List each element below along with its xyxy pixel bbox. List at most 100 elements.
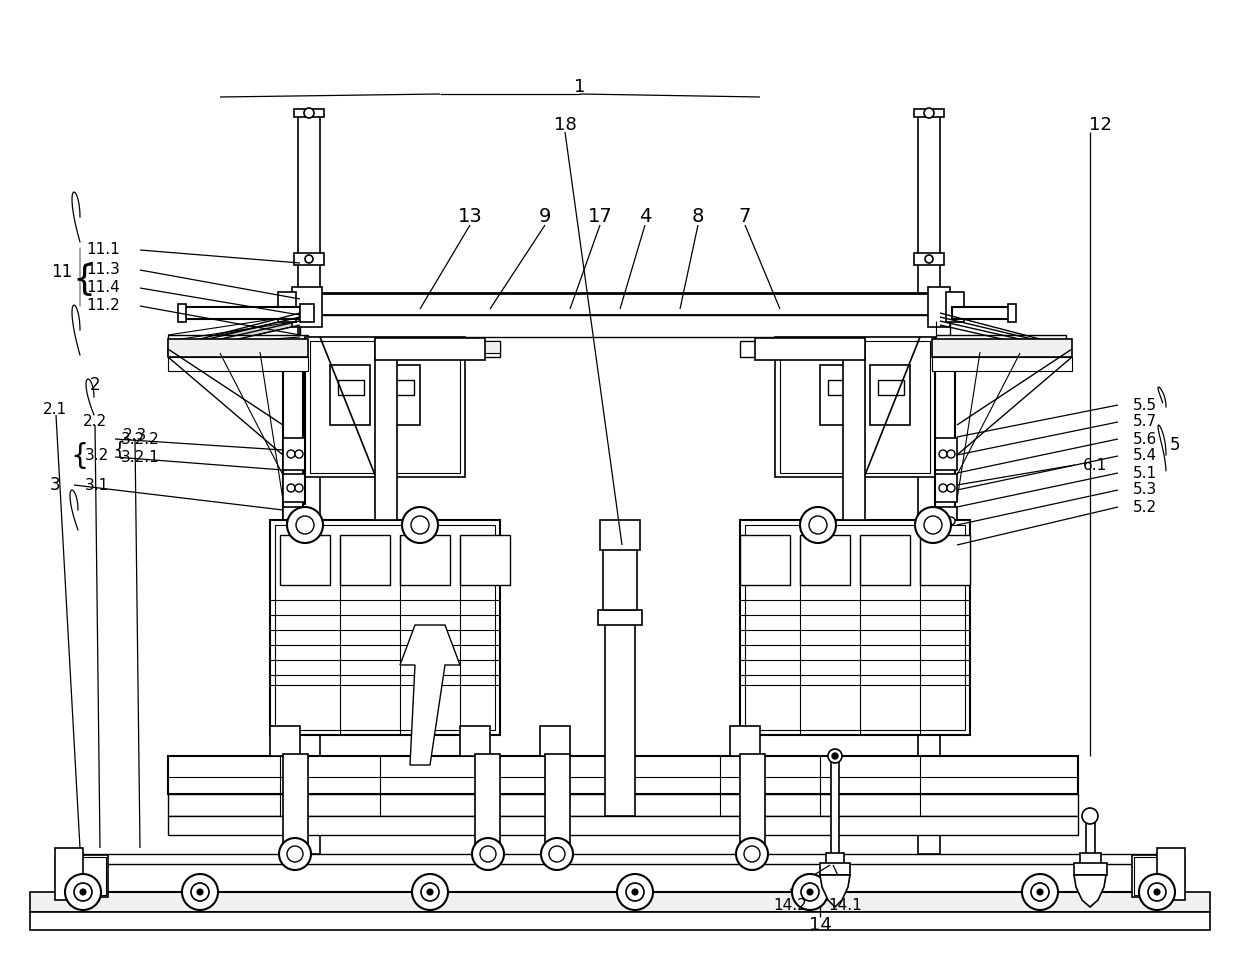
Bar xyxy=(928,287,950,327)
Circle shape xyxy=(828,749,842,763)
Circle shape xyxy=(1022,874,1058,910)
Bar xyxy=(740,754,765,854)
Circle shape xyxy=(915,507,951,543)
Bar xyxy=(270,520,500,735)
Bar xyxy=(935,349,955,535)
Circle shape xyxy=(947,450,955,458)
Circle shape xyxy=(286,507,322,543)
Circle shape xyxy=(924,516,942,534)
Bar xyxy=(300,321,500,337)
Circle shape xyxy=(808,516,827,534)
Bar xyxy=(300,304,314,322)
Bar xyxy=(1074,863,1107,875)
Circle shape xyxy=(410,516,429,534)
Bar xyxy=(294,253,324,265)
Text: 5.2: 5.2 xyxy=(1133,500,1157,514)
Circle shape xyxy=(626,883,644,901)
Circle shape xyxy=(632,889,639,895)
Bar xyxy=(1132,855,1182,897)
Bar xyxy=(598,610,642,625)
Text: 11.3: 11.3 xyxy=(86,262,120,278)
Text: }: } xyxy=(66,439,83,467)
Bar xyxy=(946,292,963,322)
Circle shape xyxy=(81,889,86,895)
Bar xyxy=(843,340,866,520)
Bar xyxy=(179,304,186,322)
Bar xyxy=(820,863,849,875)
Bar xyxy=(861,535,910,585)
Bar xyxy=(932,357,1073,371)
Bar xyxy=(539,726,570,756)
Circle shape xyxy=(182,874,218,910)
Bar xyxy=(831,754,839,854)
Circle shape xyxy=(279,838,311,870)
Circle shape xyxy=(924,108,934,118)
Circle shape xyxy=(744,846,760,862)
Text: 5.6: 5.6 xyxy=(1133,431,1157,447)
Bar xyxy=(340,535,391,585)
Bar xyxy=(60,857,105,895)
Text: 14: 14 xyxy=(808,916,832,934)
Bar xyxy=(755,338,866,360)
Circle shape xyxy=(286,484,295,492)
Text: 13: 13 xyxy=(458,207,482,227)
Text: 5.7: 5.7 xyxy=(1133,415,1157,429)
Circle shape xyxy=(305,255,312,263)
Text: 7: 7 xyxy=(739,207,751,227)
Bar xyxy=(167,756,1078,794)
Bar xyxy=(936,335,1066,347)
Circle shape xyxy=(286,450,295,458)
Bar xyxy=(167,357,308,371)
Bar xyxy=(180,307,300,319)
Bar xyxy=(283,507,305,535)
Circle shape xyxy=(286,846,303,862)
Bar xyxy=(460,535,510,585)
Circle shape xyxy=(304,108,314,118)
Circle shape xyxy=(939,484,947,492)
Circle shape xyxy=(422,883,439,901)
Bar xyxy=(283,438,305,470)
Text: 5.5: 5.5 xyxy=(1133,398,1157,412)
Bar xyxy=(740,321,940,337)
Bar xyxy=(374,338,485,360)
Circle shape xyxy=(64,874,100,910)
Bar xyxy=(167,335,308,347)
Circle shape xyxy=(800,507,836,543)
Circle shape xyxy=(939,517,947,525)
Circle shape xyxy=(549,846,565,862)
Circle shape xyxy=(295,450,303,458)
Text: 5: 5 xyxy=(1169,436,1180,454)
Bar xyxy=(878,380,904,395)
Bar xyxy=(1008,304,1016,322)
Polygon shape xyxy=(1074,875,1106,907)
Circle shape xyxy=(947,517,955,525)
Bar xyxy=(339,380,365,395)
Circle shape xyxy=(402,507,438,543)
Bar xyxy=(69,864,1171,892)
Bar xyxy=(379,365,420,425)
Text: 6.1: 6.1 xyxy=(1083,457,1107,473)
Text: 11.4: 11.4 xyxy=(86,281,120,295)
Bar xyxy=(310,341,460,473)
Bar xyxy=(828,380,854,395)
Circle shape xyxy=(1037,889,1043,895)
Circle shape xyxy=(286,517,295,525)
Text: 3.2: 3.2 xyxy=(84,448,109,462)
Text: 14.2: 14.2 xyxy=(773,897,807,913)
Bar xyxy=(800,535,849,585)
Circle shape xyxy=(295,484,303,492)
Bar xyxy=(600,520,640,550)
Bar xyxy=(1135,857,1180,895)
Circle shape xyxy=(801,883,818,901)
Bar xyxy=(603,545,637,610)
Bar xyxy=(935,507,957,535)
Bar xyxy=(30,892,1210,912)
Polygon shape xyxy=(167,317,300,355)
Circle shape xyxy=(427,889,433,895)
Bar xyxy=(388,380,414,395)
Bar xyxy=(914,109,944,117)
Polygon shape xyxy=(820,875,849,907)
Circle shape xyxy=(925,255,932,263)
Circle shape xyxy=(807,889,813,895)
Text: 17: 17 xyxy=(588,207,613,227)
